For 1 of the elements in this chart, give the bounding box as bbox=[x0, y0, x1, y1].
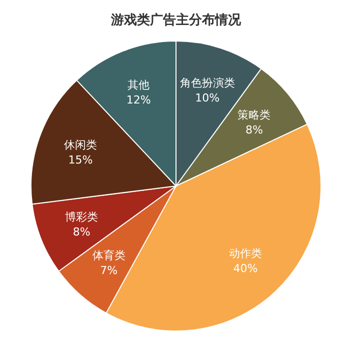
chart-title: 游戏类广告主分布情况 bbox=[110, 12, 242, 28]
